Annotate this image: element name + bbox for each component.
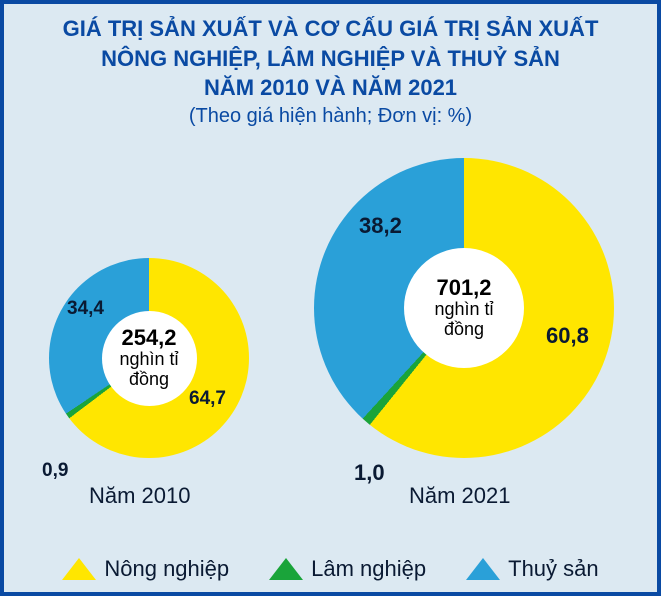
pie-2010: 254,2 nghìn tỉđồng 64,7 34,4: [49, 258, 249, 458]
pie-2010-label-thuy: 34,4: [67, 298, 104, 320]
legend: Nông nghiệp Lâm nghiệp Thuỷ sản: [4, 556, 657, 582]
pie-2021: 701,2 nghìn tỉđồng 60,8 38,2: [314, 158, 614, 458]
pie-2010-center-value: 254,2: [121, 326, 176, 350]
legend-label-thuy: Thuỷ sản: [508, 556, 599, 582]
legend-label-lam: Lâm nghiệp: [311, 556, 426, 582]
pie-2010-year: Năm 2010: [89, 483, 191, 509]
charts-area: 254,2 nghìn tỉđồng 64,7 34,4 0,9 Năm 201…: [4, 128, 657, 508]
pie-2010-center: 254,2 nghìn tỉđồng: [102, 311, 197, 406]
pie-2021-year: Năm 2021: [409, 483, 511, 509]
legend-swatch-nong: [62, 558, 96, 580]
pie-2021-label-thuy: 38,2: [359, 213, 402, 239]
pie-2021-center-value: 701,2: [436, 276, 491, 300]
title-line-1: GIÁ TRỊ SẢN XUẤT VÀ CƠ CẤU GIÁ TRỊ SẢN X…: [4, 14, 657, 44]
pie-2021-center: 701,2 nghìn tỉđồng: [404, 248, 524, 368]
title-line-2: NÔNG NGHIỆP, LÂM NGHIỆP VÀ THUỶ SẢN: [4, 44, 657, 74]
legend-swatch-lam: [269, 558, 303, 580]
pie-2021-center-unit: nghìn tỉđồng: [434, 300, 493, 340]
chart-title: GIÁ TRỊ SẢN XUẤT VÀ CƠ CẤU GIÁ TRỊ SẢN X…: [4, 4, 657, 103]
title-line-3: NĂM 2010 VÀ NĂM 2021: [4, 73, 657, 103]
legend-swatch-thuy: [466, 558, 500, 580]
pie-2010-center-unit: nghìn tỉđồng: [119, 350, 178, 390]
legend-label-nong: Nông nghiệp: [104, 556, 229, 582]
chart-subtitle: (Theo giá hiện hành; Đơn vị: %): [4, 105, 657, 128]
pie-2010-label-nong: 64,7: [189, 388, 226, 410]
legend-item-thuy: Thuỷ sản: [466, 556, 599, 582]
legend-item-lam: Lâm nghiệp: [269, 556, 426, 582]
pie-2021-label-lam: 1,0: [354, 460, 385, 486]
legend-item-nong: Nông nghiệp: [62, 556, 229, 582]
pie-2010-label-lam: 0,9: [42, 460, 68, 482]
pie-2021-label-nong: 60,8: [546, 323, 589, 349]
